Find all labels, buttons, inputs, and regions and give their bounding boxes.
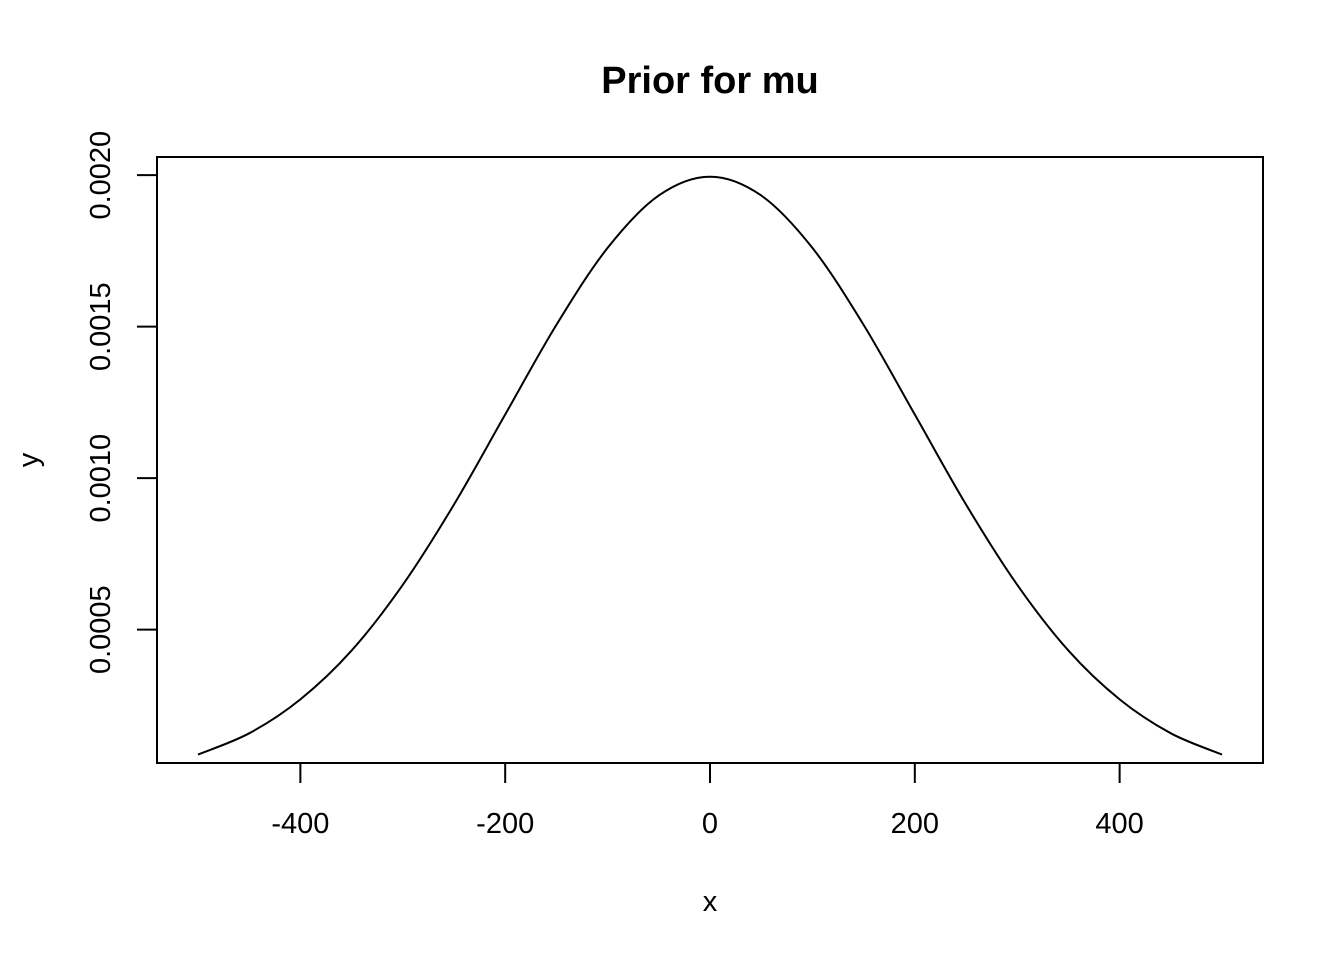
y-axis: 0.0005 0.0010 0.0015 0.0020 — [85, 131, 158, 674]
plot-frame — [156, 156, 1264, 764]
chart-title: Prior for mu — [601, 60, 818, 102]
density-curve — [197, 175, 1223, 756]
x-tick-label: 400 — [1095, 808, 1143, 840]
x-tick-label: 200 — [891, 808, 939, 840]
y-tick-label: 0.0015 — [85, 282, 117, 371]
x-axis: -400 -200 0 200 400 — [271, 762, 1144, 840]
y-tick-label: 0.0020 — [85, 131, 117, 220]
y-axis-label: y — [13, 452, 45, 467]
y-tick-label: 0.0005 — [85, 585, 117, 674]
x-axis-label: x — [703, 886, 718, 918]
x-tick-label: 0 — [702, 808, 718, 840]
y-tick-label: 0.0010 — [85, 434, 117, 523]
x-tick-label: -400 — [271, 808, 329, 840]
x-tick-label: -200 — [476, 808, 534, 840]
